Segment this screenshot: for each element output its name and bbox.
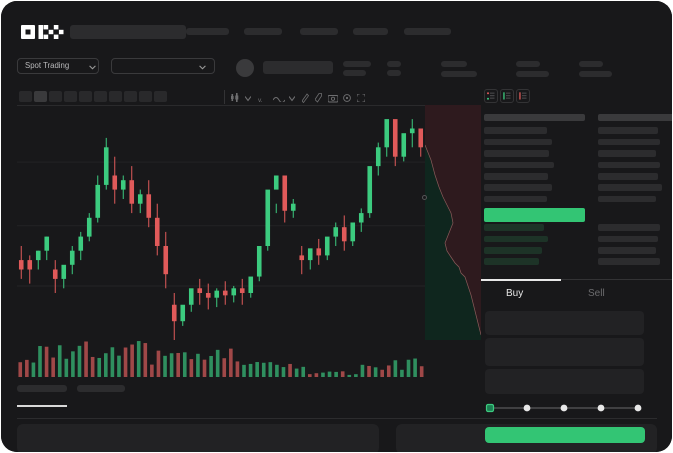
svg-text:v.: v. <box>258 97 263 103</box>
